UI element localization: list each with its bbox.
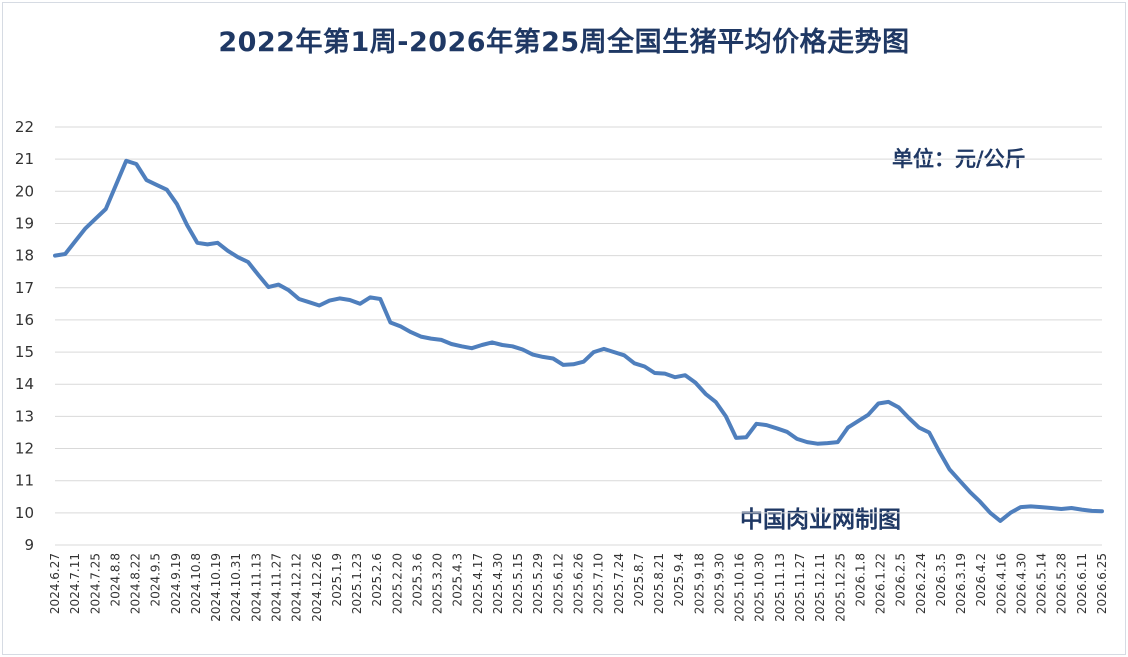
x-tick-label: 2024.7.11: [68, 553, 82, 614]
x-tick-label: 2026.1.8: [853, 553, 867, 606]
x-tick-label: 2025.4.30: [491, 553, 505, 614]
x-tick-label: 2024.10.31: [229, 553, 243, 622]
x-tick-label: 2025.2.20: [390, 553, 404, 614]
x-tick-label: 2025.2.6: [370, 553, 384, 606]
x-tick-label: 2025.8.21: [652, 553, 666, 614]
x-tick-label: 2025.8.7: [632, 553, 646, 606]
x-tick-label: 2025.11.13: [773, 553, 787, 622]
x-tick-label: 2024.12.26: [310, 553, 324, 622]
y-tick-label: 21: [15, 150, 34, 168]
y-tick-label: 11: [15, 472, 34, 490]
x-tick-label: 2025.7.10: [592, 553, 606, 614]
x-tick-label: 2025.4.17: [471, 553, 485, 614]
source-label: 中国肉业网制图: [740, 507, 901, 533]
x-tick-label: 2026.5.28: [1055, 553, 1069, 614]
x-tick-label: 2026.6.11: [1075, 553, 1089, 614]
x-tick-label: 2025.9.30: [712, 553, 726, 614]
x-tick-label: 2024.11.13: [249, 553, 263, 622]
x-tick-label: 2024.8.22: [129, 553, 143, 614]
x-tick-label: 2024.7.25: [88, 553, 102, 614]
x-tick-label: 2025.9.18: [692, 553, 706, 614]
x-tick-label: 2024.8.8: [108, 553, 122, 606]
x-tick-label: 2026.6.25: [1095, 553, 1109, 614]
y-tick-label: 10: [15, 504, 34, 522]
y-tick-label: 13: [15, 407, 34, 425]
y-tick-label: 14: [15, 375, 34, 393]
x-tick-label: 2024.9.5: [149, 553, 163, 606]
x-tick-label: 2024.6.27: [48, 553, 62, 614]
x-tick-label: 2025.5.15: [511, 553, 525, 614]
x-tick-label: 2024.10.8: [189, 553, 203, 614]
x-tick-label: 2025.10.30: [753, 553, 767, 622]
y-tick-label: 15: [15, 343, 34, 361]
x-tick-label: 2025.11.27: [793, 553, 807, 622]
x-tick-label: 2024.9.19: [169, 553, 183, 614]
x-tick-label: 2026.4.30: [1014, 553, 1028, 614]
x-tick-label: 2026.4.16: [994, 553, 1008, 614]
y-tick-label: 18: [15, 247, 34, 265]
x-tick-label: 2025.5.29: [531, 553, 545, 614]
y-tick-label: 22: [15, 118, 34, 136]
y-tick-label: 19: [15, 214, 34, 232]
x-tick-label: 2026.3.5: [934, 553, 948, 606]
x-tick-label: 2025.1.9: [330, 553, 344, 606]
x-tick-label: 2025.12.25: [833, 553, 847, 622]
y-tick-label: 16: [15, 311, 34, 329]
x-tick-label: 2026.5.14: [1035, 553, 1049, 614]
x-tick-label: 2025.9.4: [672, 553, 686, 606]
x-tick-label: 2025.1.23: [350, 553, 364, 614]
chart-title: 2022年第1周-2026年第25周全国生猪平均价格走势图: [218, 27, 910, 58]
x-tick-label: 2025.6.26: [572, 553, 586, 614]
x-tick-label: 2026.3.19: [954, 553, 968, 614]
y-tick-label: 20: [15, 182, 34, 200]
y-tick-label: 9: [24, 536, 34, 554]
x-tick-label: 2025.4.3: [451, 553, 465, 606]
x-tick-label: 2025.7.24: [612, 553, 626, 614]
x-tick-label: 2026.2.24: [914, 553, 928, 614]
x-tick-label: 2024.10.19: [209, 553, 223, 622]
x-tick-label: 2025.12.11: [813, 553, 827, 622]
x-tick-label: 2024.11.27: [269, 553, 283, 622]
x-tick-label: 2025.6.12: [551, 553, 565, 614]
x-tick-label: 2026.1.22: [874, 553, 888, 614]
x-tick-label: 2026.2.5: [894, 553, 908, 606]
x-tick-label: 2024.12.12: [290, 553, 304, 622]
y-tick-label: 12: [15, 440, 34, 458]
x-tick-label: 2025.3.20: [431, 553, 445, 614]
x-tick-label: 2025.10.16: [733, 553, 747, 622]
series-line: [53, 158, 1104, 523]
x-tick-label: 2026.4.2: [974, 553, 988, 606]
x-tick-label: 2025.3.6: [410, 553, 424, 606]
y-tick-label: 17: [15, 279, 34, 297]
